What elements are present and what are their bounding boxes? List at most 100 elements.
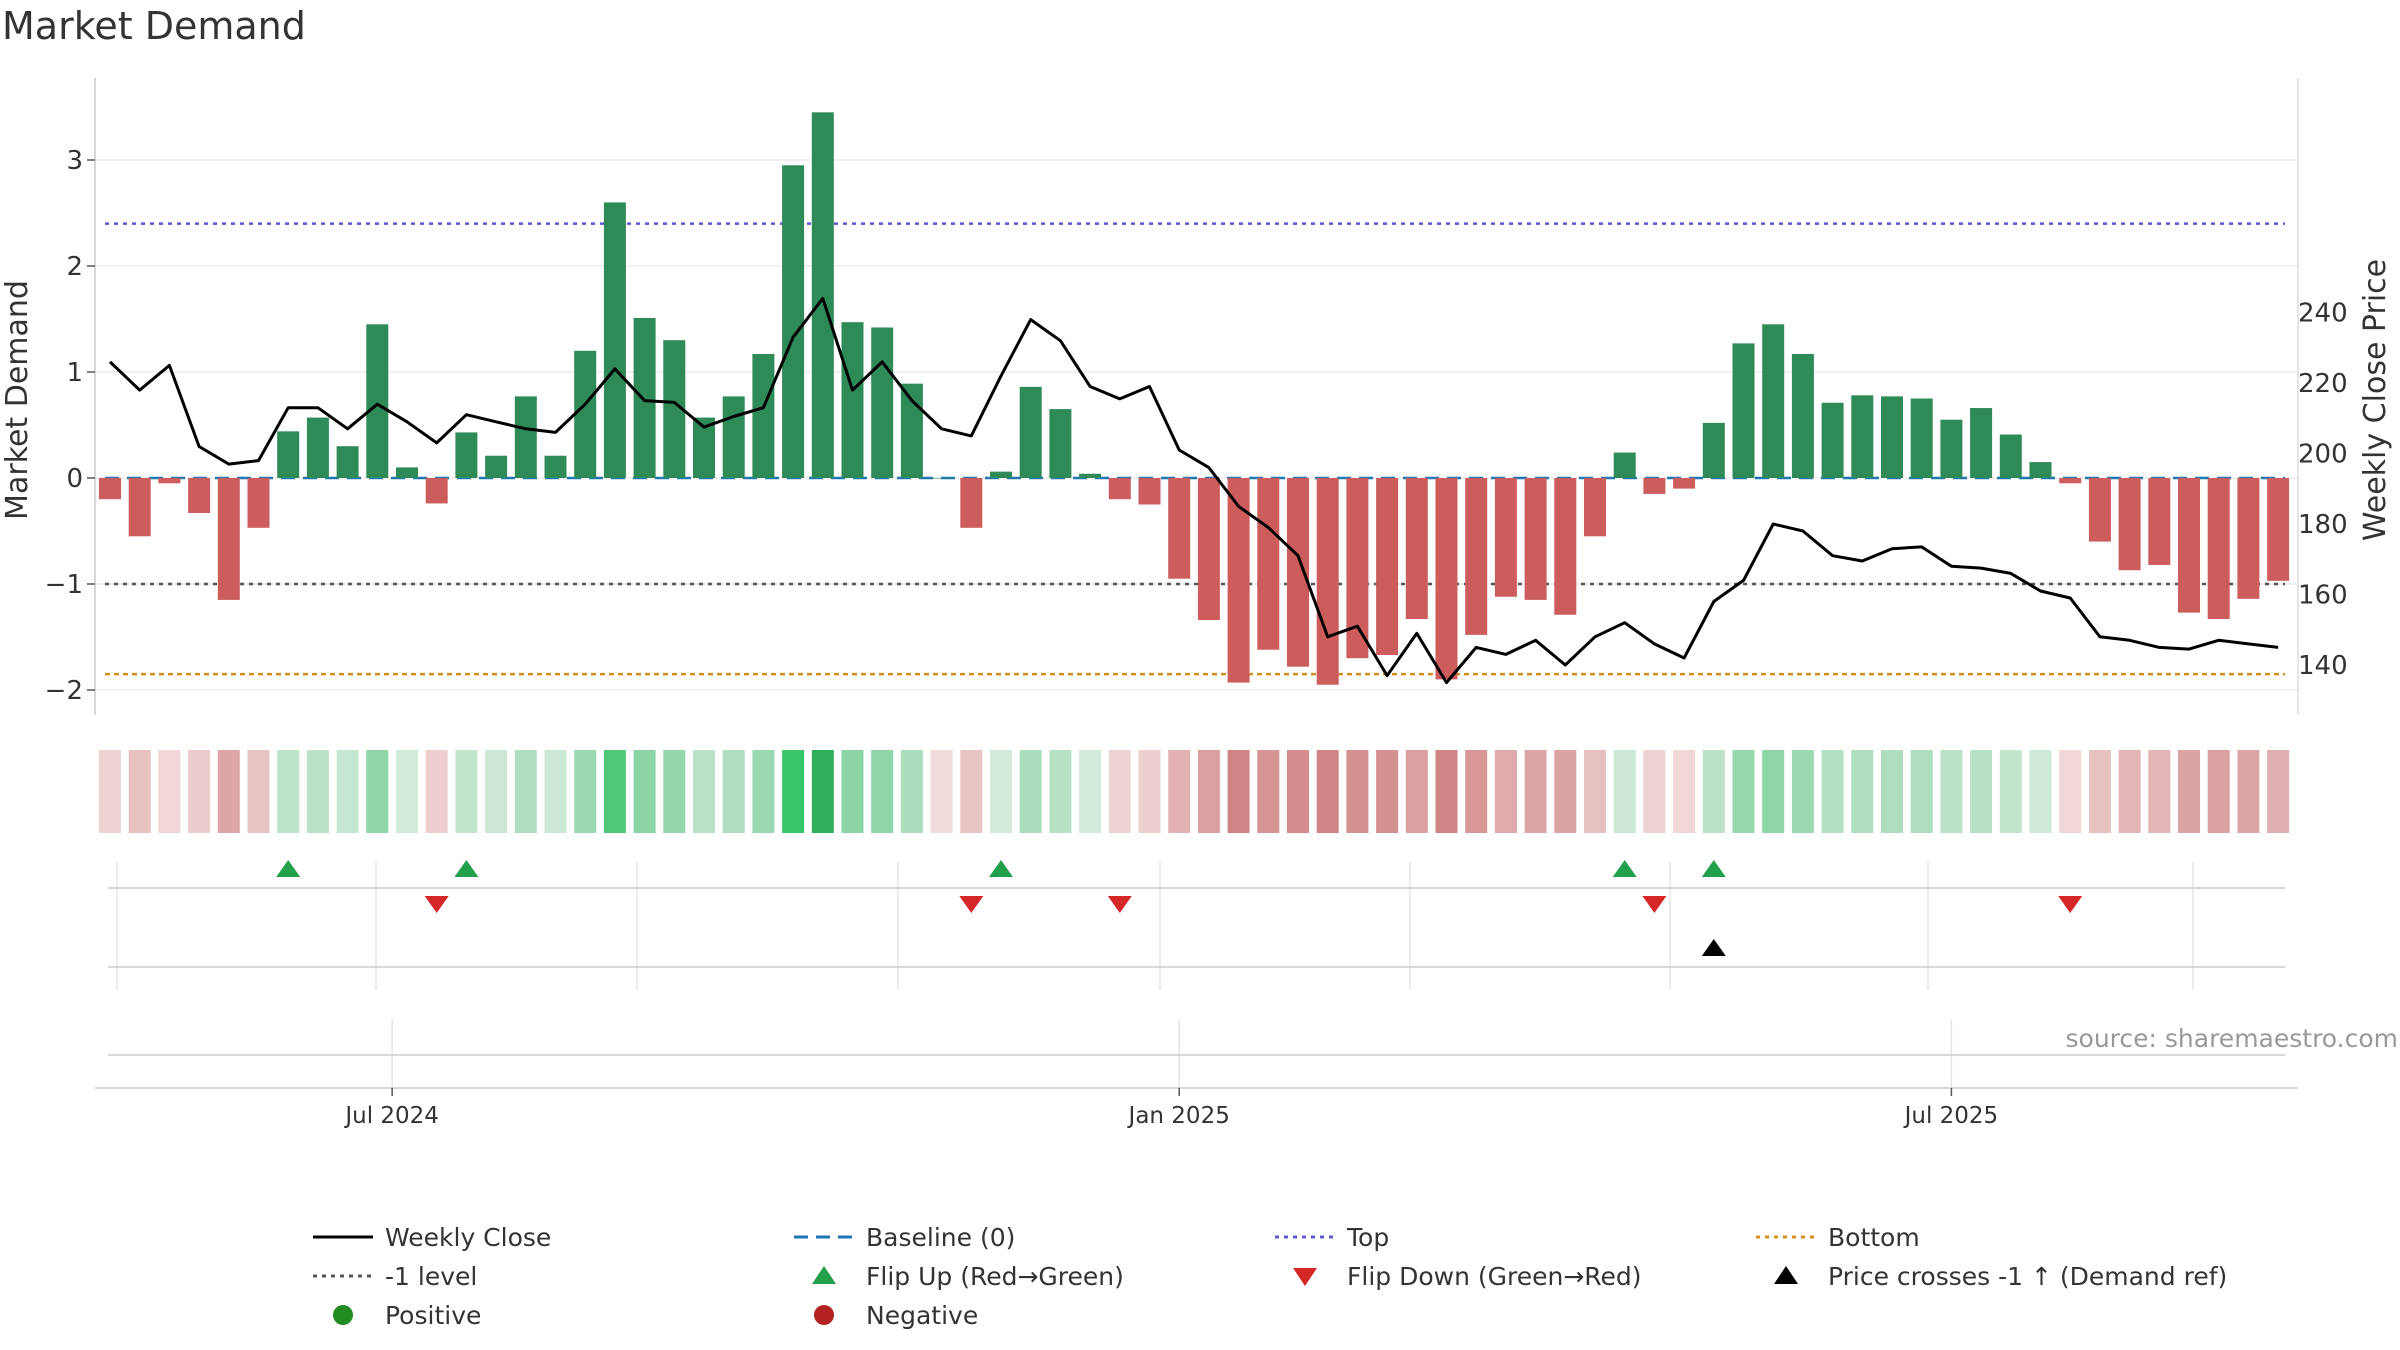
negative-bar (1316, 478, 1339, 685)
heat-cell (1168, 750, 1191, 833)
flip-up-marker (1612, 860, 1637, 877)
y2-axis-label: Weekly Close Price (2358, 259, 2393, 541)
heat-cell (1079, 750, 1102, 833)
flip-up-marker (454, 860, 479, 877)
negative-bar (1494, 478, 1517, 597)
heat-cell (1376, 750, 1399, 833)
negative-bar (1138, 478, 1161, 505)
heat-cell (574, 750, 597, 833)
weekly-close-line (108, 296, 2279, 685)
heat-cell (1524, 750, 1547, 833)
demand-heat-strip (99, 750, 2290, 833)
page-title: Market Demand (2, 4, 306, 48)
heat-cell (1584, 750, 1606, 833)
heat-cell (247, 750, 270, 833)
negative-bar (1346, 478, 1369, 659)
positive-bar (1762, 324, 1785, 478)
heat-cell (217, 750, 240, 833)
negative-bar (1168, 478, 1191, 579)
negative-bar (1257, 478, 1280, 650)
positive-bar (1821, 402, 1844, 478)
heat-cell (693, 750, 715, 833)
legend-label: Negative (866, 1301, 978, 1330)
heat-cell (782, 750, 805, 833)
heat-cell (811, 750, 834, 833)
positive-bar (1970, 408, 1993, 478)
positive-bar (1019, 386, 1042, 478)
heat-cell (2148, 750, 2171, 833)
heat-cell (960, 750, 983, 833)
heat-cell (633, 750, 656, 833)
y2-tick-label: 180 (2298, 510, 2348, 540)
negative-bar (158, 478, 181, 484)
legend-minus1: -1 level (313, 1262, 477, 1291)
heat-cell (1405, 750, 1428, 833)
axes: 3 2 1 0 −1 −2 240 220 200 180 160 140 (45, 78, 2348, 715)
y-tick-label: 3 (66, 146, 83, 176)
positive-bar (1910, 398, 1933, 478)
heat-cell (277, 750, 300, 833)
negative-bar (1435, 478, 1458, 680)
negative-bar (128, 478, 151, 537)
heat-cell (396, 750, 418, 833)
positive-bar (990, 471, 1012, 478)
legend-label: -1 level (385, 1262, 477, 1291)
heat-cell (1197, 750, 1220, 833)
positive-bar (1079, 473, 1102, 478)
heat-cell (99, 750, 121, 833)
flip-down-marker (959, 896, 984, 913)
heat-cell (1494, 750, 1517, 833)
negative-bar (2237, 478, 2260, 599)
legend: Weekly Close Baseline (0) Top Bottom -1 leve… (313, 1223, 2227, 1330)
heat-cell (1643, 750, 1666, 833)
heat-cell (1702, 750, 1725, 833)
heat-cell (2267, 750, 2290, 833)
negative-bar (1673, 478, 1696, 489)
heat-cell (1257, 750, 1280, 833)
negative-bar (99, 478, 121, 500)
positive-bar (811, 112, 834, 479)
negative-bar (2059, 478, 2082, 484)
flip-down-marker (1107, 896, 1132, 913)
heat-cell (1049, 750, 1072, 833)
legend-flip-down: Flip Down (Green→Red) (1293, 1262, 1642, 1291)
positive-bar (336, 446, 359, 478)
heat-cell (722, 750, 745, 833)
heat-cell (514, 750, 537, 833)
source-credit: source: sharemaestro.com (2066, 1024, 2399, 1053)
positive-bar (455, 432, 478, 478)
positive-bar (1732, 343, 1755, 478)
heat-cell (455, 750, 478, 833)
x-tick-label: Jul 2025 (1903, 1103, 1999, 1129)
legend-swatch (814, 1305, 834, 1325)
negative-bar (2178, 478, 2200, 613)
heat-cell (128, 750, 151, 833)
positive-bar (366, 324, 389, 478)
y-tick-label: 1 (66, 358, 83, 388)
heat-cell (871, 750, 894, 833)
positive-bar (663, 340, 686, 478)
heat-cell (900, 750, 923, 833)
heat-cell (485, 750, 508, 833)
legend-baseline: Baseline (0) (794, 1223, 1015, 1252)
heat-cell (1791, 750, 1814, 833)
legend-label: Price crosses -1 ↑ (Demand ref) (1828, 1262, 2227, 1291)
heat-cell (366, 750, 389, 833)
heat-cell (1821, 750, 1844, 833)
positive-bar (1940, 419, 1963, 478)
y-axis-label: Market Demand (0, 280, 35, 520)
positive-bar (1613, 452, 1636, 478)
x-axis: Jul 2024 Jan 2025 Jul 2025 (95, 887, 2298, 1129)
heat-cell (1108, 750, 1131, 833)
legend-label: Flip Down (Green→Red) (1347, 1262, 1642, 1291)
negative-bar (1584, 478, 1606, 537)
positive-bar (752, 353, 775, 478)
negative-bar (2207, 478, 2230, 619)
positive-bar (1791, 353, 1814, 478)
heat-cell (1138, 750, 1161, 833)
price-line (108, 296, 2279, 685)
y2-tick-label: 220 (2298, 369, 2348, 399)
heat-cell (306, 750, 329, 833)
heat-cell (2178, 750, 2200, 833)
positive-bar (782, 165, 805, 479)
